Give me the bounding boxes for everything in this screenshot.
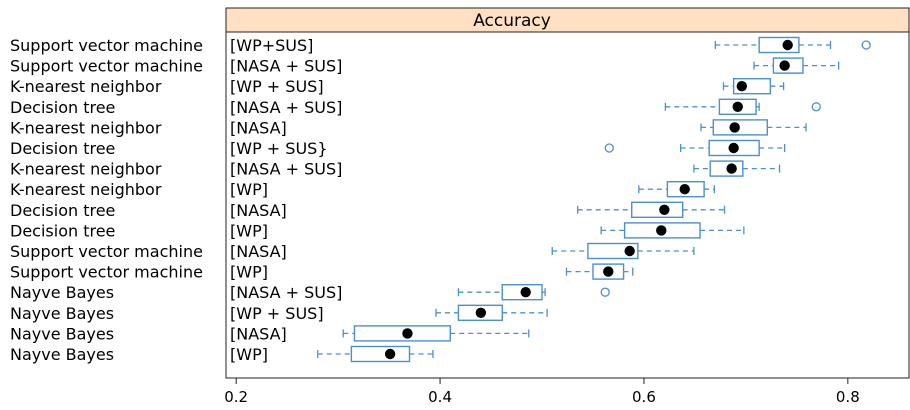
iqr-box — [709, 160, 744, 177]
iqr-box — [666, 180, 705, 198]
median-dot — [603, 266, 614, 277]
row-7: K-nearest neighbor [NASA + SUS] — [10, 160, 781, 179]
row-4: Decision tree [NASA + SUS] — [10, 98, 821, 117]
row-features-label: [NASA] — [230, 118, 287, 137]
row-model-label: K-nearest neighbor — [10, 180, 162, 199]
row-features-label: [WP] — [230, 180, 268, 199]
row-features-label: [NASA + SUS] — [230, 98, 342, 117]
row-model-label: Decision tree — [10, 201, 115, 220]
median-dot — [679, 184, 690, 195]
row-model-label: Support vector machine — [10, 263, 203, 282]
iqr-box — [350, 345, 411, 363]
row-features-label: [WP] — [230, 221, 268, 240]
row-model-label: Nayve Bayes — [10, 345, 114, 364]
iqr-box — [758, 36, 800, 54]
iqr-box — [592, 263, 625, 280]
row-model-label: K-nearest neighbor — [10, 118, 162, 137]
median-dot — [736, 81, 748, 92]
median-dot — [384, 348, 396, 360]
row-model-label: Nayve Bayes — [10, 304, 114, 323]
row-5: K-nearest neighbor [NASA] — [10, 118, 807, 137]
row-2: Support vector machine [NASA + SUS] — [10, 57, 840, 76]
row-features-label: [WP] — [230, 263, 268, 282]
median-dot — [520, 287, 531, 298]
strip-title: Accuracy — [473, 11, 551, 31]
row-features-label: [NASA] — [230, 242, 287, 261]
median-dot — [402, 328, 413, 339]
median-dot — [656, 225, 667, 236]
x-axis: 0.2 0.4 0.6 0.8 — [224, 378, 860, 406]
row-model-label: Decision tree — [10, 98, 115, 117]
row-10: Decision tree [WP] — [10, 221, 745, 240]
outlier-point — [861, 40, 871, 50]
outlier-point — [811, 102, 821, 112]
iqr-box — [501, 284, 543, 301]
row-model-label: Decision tree — [10, 139, 115, 158]
row-features-label: [WP + SUS} — [230, 139, 328, 158]
x-tick-label: 0.2 — [224, 388, 248, 406]
row-model-label: Support vector machine — [10, 242, 203, 261]
strip-background — [225, 7, 910, 33]
row-1: Support vector machine [WP+SUS] — [10, 36, 871, 55]
row-model-label: Support vector machine — [10, 57, 203, 76]
row-model-label: Nayve Bayes — [10, 283, 114, 302]
plot-panel — [225, 31, 910, 379]
iqr-box — [353, 325, 451, 342]
median-dot — [659, 204, 670, 215]
iqr-box — [712, 119, 769, 136]
iqr-box — [732, 77, 772, 95]
median-dot — [779, 60, 790, 71]
outlier-point — [604, 143, 614, 153]
iqr-box — [623, 222, 701, 239]
median-dot — [782, 39, 793, 51]
rows-layer: Support vector machine [WP+SUS]Support ve… — [10, 36, 871, 364]
row-features-label: [NASA + SUS] — [230, 283, 342, 302]
row-features-label: [NASA + SUS] — [230, 160, 342, 179]
median-dot — [624, 245, 635, 257]
row-features-label: [WP + SUS] — [230, 77, 324, 96]
row-3: K-nearest neighbor [WP + SUS] — [10, 77, 785, 96]
iqr-box — [631, 201, 684, 219]
row-9: Decision tree [NASA] — [10, 201, 726, 220]
iqr-box — [587, 242, 639, 260]
row-6: Decision tree [WP + SUS} — [10, 139, 786, 158]
median-dot — [726, 163, 737, 174]
row-features-label: [NASA] — [230, 201, 287, 220]
x-tick-label: 0.4 — [428, 388, 452, 406]
row-model-label: Decision tree — [10, 221, 115, 240]
row-model-label: Nayve Bayes — [10, 324, 114, 343]
row-features-label: [WP] — [230, 345, 268, 364]
row-model-label: K-nearest neighbor — [10, 160, 162, 179]
median-dot — [728, 142, 739, 154]
row-features-label: [WP+SUS] — [230, 36, 313, 55]
iqr-box — [457, 304, 503, 321]
iqr-box — [772, 57, 804, 74]
outlier-point — [600, 287, 610, 297]
median-dot — [732, 101, 743, 113]
row-15: Nayve Bayes [NASA] — [10, 324, 530, 343]
row-model-label: K-nearest neighbor — [10, 77, 162, 96]
iqr-box — [708, 139, 760, 157]
row-11: Support vector machine [NASA] — [10, 242, 695, 261]
row-features-label: [NASA] — [230, 324, 287, 343]
median-dot — [729, 122, 740, 133]
row-12: Support vector machine [WP] — [10, 263, 634, 282]
x-tick-label: 0.8 — [836, 388, 860, 406]
row-features-label: [NASA + SUS] — [230, 57, 342, 76]
row-13: Nayve Bayes [NASA + SUS] — [10, 283, 610, 302]
median-dot — [475, 307, 487, 318]
row-14: Nayve Bayes [WP + SUS] — [10, 304, 548, 323]
row-features-label: [WP + SUS] — [230, 304, 324, 323]
row-model-label: Support vector machine — [10, 36, 203, 55]
iqr-box — [718, 98, 757, 116]
row-8: K-nearest neighbor [WP] — [10, 180, 715, 199]
x-tick-label: 0.6 — [632, 388, 656, 406]
row-16: Nayve Bayes [WP] — [10, 345, 434, 364]
